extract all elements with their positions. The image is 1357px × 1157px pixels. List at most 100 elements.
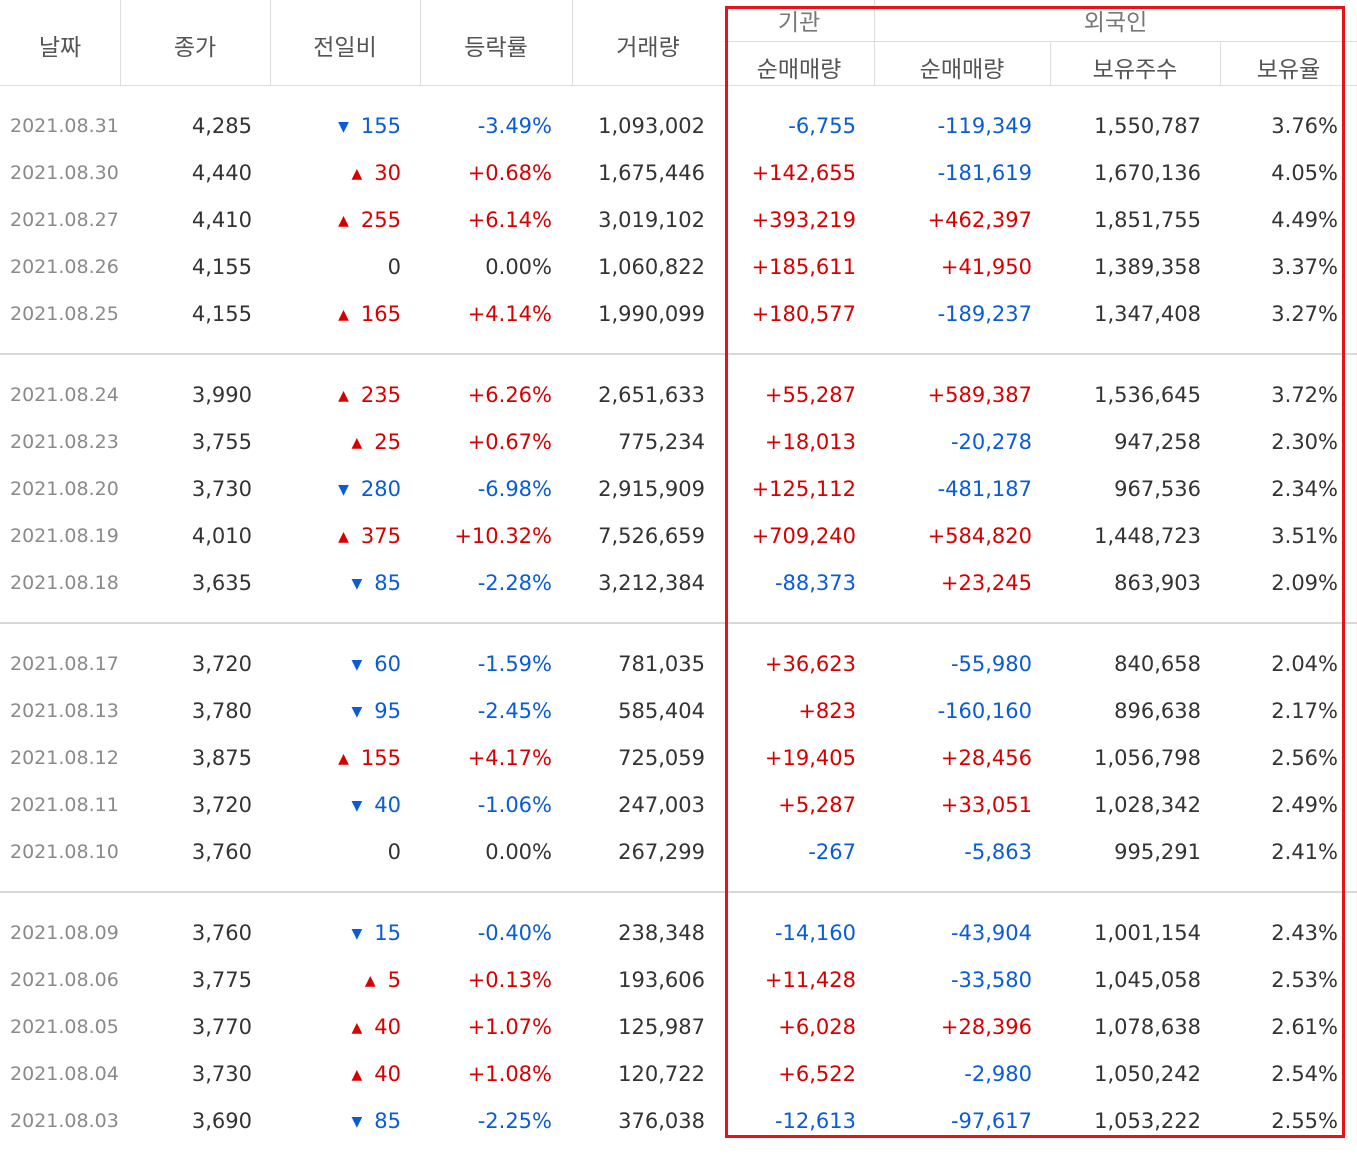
change-rate-cell: +1.08% <box>467 1062 552 1086</box>
foreign-net-cell: -181,619 <box>937 161 1032 185</box>
foreign-ratio-cell: 4.49% <box>1271 208 1338 232</box>
foreign-net-cell: +28,396 <box>940 1015 1032 1039</box>
change-cell: 0 <box>270 829 401 876</box>
triangle-down-icon: ▼ <box>351 1114 363 1130</box>
close-price-cell: 3,875 <box>191 746 252 770</box>
institution-net-cell: +5,287 <box>778 793 856 817</box>
change-cell: ▼ 85 <box>270 560 401 607</box>
foreign-ratio-cell: 3.37% <box>1271 255 1338 279</box>
foreign-ratio-cell: 2.17% <box>1271 699 1338 723</box>
date-cell: 2021.08.26 <box>10 256 119 278</box>
foreign-ratio-cell: 2.55% <box>1271 1109 1338 1133</box>
foreign-net-cell: +584,820 <box>927 524 1032 548</box>
change-value: 0 <box>387 840 401 864</box>
triangle-down-icon: ▼ <box>351 798 363 814</box>
volume-cell: 238,348 <box>618 921 705 945</box>
header-foreign-ratio: 보유율 <box>1256 57 1321 83</box>
table-row: 2021.08.04 3,730 ▲ 40 +1.08% 120,722 +6,522 -2,… <box>0 1051 1357 1098</box>
change-rate-cell: -2.25% <box>477 1109 552 1133</box>
triangle-down-icon: ▼ <box>351 576 363 592</box>
foreign-holdings-cell: 1,050,242 <box>1094 1062 1201 1086</box>
close-price-cell: 3,780 <box>191 699 252 723</box>
foreign-holdings-cell: 896,638 <box>1114 699 1201 723</box>
header-foreign-group: 외국인 <box>1083 10 1148 36</box>
foreign-net-cell: +33,051 <box>940 793 1032 817</box>
volume-cell: 1,990,099 <box>598 302 705 326</box>
table-row: 2021.08.26 4,155 0 0.00% 1,060,822 +185,611 +4… <box>0 244 1357 291</box>
header-divider <box>572 0 573 85</box>
foreign-holdings-cell: 1,028,342 <box>1094 793 1201 817</box>
close-price-cell: 3,730 <box>191 1062 252 1086</box>
close-price-cell: 3,760 <box>191 921 252 945</box>
volume-cell: 193,606 <box>618 968 705 992</box>
change-cell: ▼ 85 <box>270 1098 401 1145</box>
institution-net-cell: -88,373 <box>774 571 856 595</box>
change-rate-cell: +1.07% <box>467 1015 552 1039</box>
date-cell: 2021.08.23 <box>10 431 119 453</box>
change-cell: ▼ 155 <box>270 103 401 150</box>
change-cell: ▲ 40 <box>270 1004 401 1051</box>
volume-cell: 1,093,002 <box>598 114 705 138</box>
foreign-holdings-cell: 863,903 <box>1114 571 1201 595</box>
foreign-ratio-cell: 2.53% <box>1271 968 1338 992</box>
table-row: 2021.08.12 3,875 ▲ 155 +4.17% 725,059 +19,405 +… <box>0 735 1357 782</box>
volume-cell: 1,060,822 <box>598 255 705 279</box>
change-value: 85 <box>374 571 401 595</box>
change-value: 95 <box>374 699 401 723</box>
change-value: 0 <box>387 255 401 279</box>
close-price-cell: 3,730 <box>191 477 252 501</box>
table-row: 2021.08.23 3,755 ▲ 25 +0.67% 775,234 +18,013 -2… <box>0 419 1357 466</box>
header-foreign-holdings: 보유주수 <box>1092 57 1178 83</box>
table-row: 2021.08.05 3,770 ▲ 40 +1.07% 125,987 +6,028 +28… <box>0 1004 1357 1051</box>
change-cell: ▼ 15 <box>270 910 401 957</box>
foreign-net-cell: +462,397 <box>927 208 1032 232</box>
foreign-holdings-cell: 1,550,787 <box>1094 114 1201 138</box>
foreign-ratio-cell: 3.51% <box>1271 524 1338 548</box>
change-cell: ▲ 155 <box>270 735 401 782</box>
foreign-net-cell: +23,245 <box>940 571 1032 595</box>
change-rate-cell: -1.06% <box>477 793 552 817</box>
table-row: 2021.08.09 3,760 ▼ 15 -0.40% 238,348 -14,160 -4… <box>0 910 1357 957</box>
change-value: 85 <box>374 1109 401 1133</box>
foreign-holdings-cell: 1,053,222 <box>1094 1109 1201 1133</box>
date-cell: 2021.08.04 <box>10 1063 119 1085</box>
change-value: 375 <box>360 524 401 548</box>
close-price-cell: 3,720 <box>191 793 252 817</box>
foreign-holdings-cell: 1,536,645 <box>1094 383 1201 407</box>
institution-net-cell: +125,112 <box>751 477 856 501</box>
header-foreign-net: 순매매량 <box>919 57 1005 83</box>
volume-cell: 3,019,102 <box>598 208 705 232</box>
change-cell: ▲ 375 <box>270 513 401 560</box>
change-value: 165 <box>360 302 401 326</box>
foreign-ratio-cell: 2.30% <box>1271 430 1338 454</box>
triangle-down-icon: ▼ <box>351 704 363 720</box>
institution-net-cell: -14,160 <box>774 921 856 945</box>
table-row: 2021.08.17 3,720 ▼ 60 -1.59% 781,035 +36,623 -5… <box>0 641 1357 688</box>
change-value: 40 <box>374 793 401 817</box>
foreign-ratio-cell: 2.34% <box>1271 477 1338 501</box>
institution-net-cell: +142,655 <box>751 161 856 185</box>
table-row: 2021.08.19 4,010 ▲ 375 +10.32% 7,526,659 +709,… <box>0 513 1357 560</box>
foreign-net-cell: -55,980 <box>950 652 1032 676</box>
change-value: 155 <box>360 114 401 138</box>
triangle-down-icon: ▼ <box>351 657 363 673</box>
foreign-net-cell: -33,580 <box>950 968 1032 992</box>
institution-net-cell: +823 <box>798 699 856 723</box>
close-price-cell: 3,760 <box>191 840 252 864</box>
foreign-holdings-cell: 995,291 <box>1114 840 1201 864</box>
volume-cell: 1,675,446 <box>598 161 705 185</box>
volume-cell: 2,915,909 <box>598 477 705 501</box>
foreign-net-cell: +28,456 <box>940 746 1032 770</box>
triangle-up-icon: ▲ <box>351 1067 363 1083</box>
close-price-cell: 3,770 <box>191 1015 252 1039</box>
change-rate-cell: -2.28% <box>477 571 552 595</box>
header-divider <box>1050 42 1051 85</box>
change-value: 235 <box>360 383 401 407</box>
volume-cell: 267,299 <box>618 840 705 864</box>
change-rate-cell: -1.59% <box>477 652 552 676</box>
table-row: 2021.08.11 3,720 ▼ 40 -1.06% 247,003 +5,287 +33… <box>0 782 1357 829</box>
foreign-holdings-cell: 1,347,408 <box>1094 302 1201 326</box>
table-row: 2021.08.13 3,780 ▼ 95 -2.45% 585,404 +823 -160,… <box>0 688 1357 735</box>
foreign-ratio-cell: 2.61% <box>1271 1015 1338 1039</box>
foreign-net-cell: -189,237 <box>937 302 1032 326</box>
